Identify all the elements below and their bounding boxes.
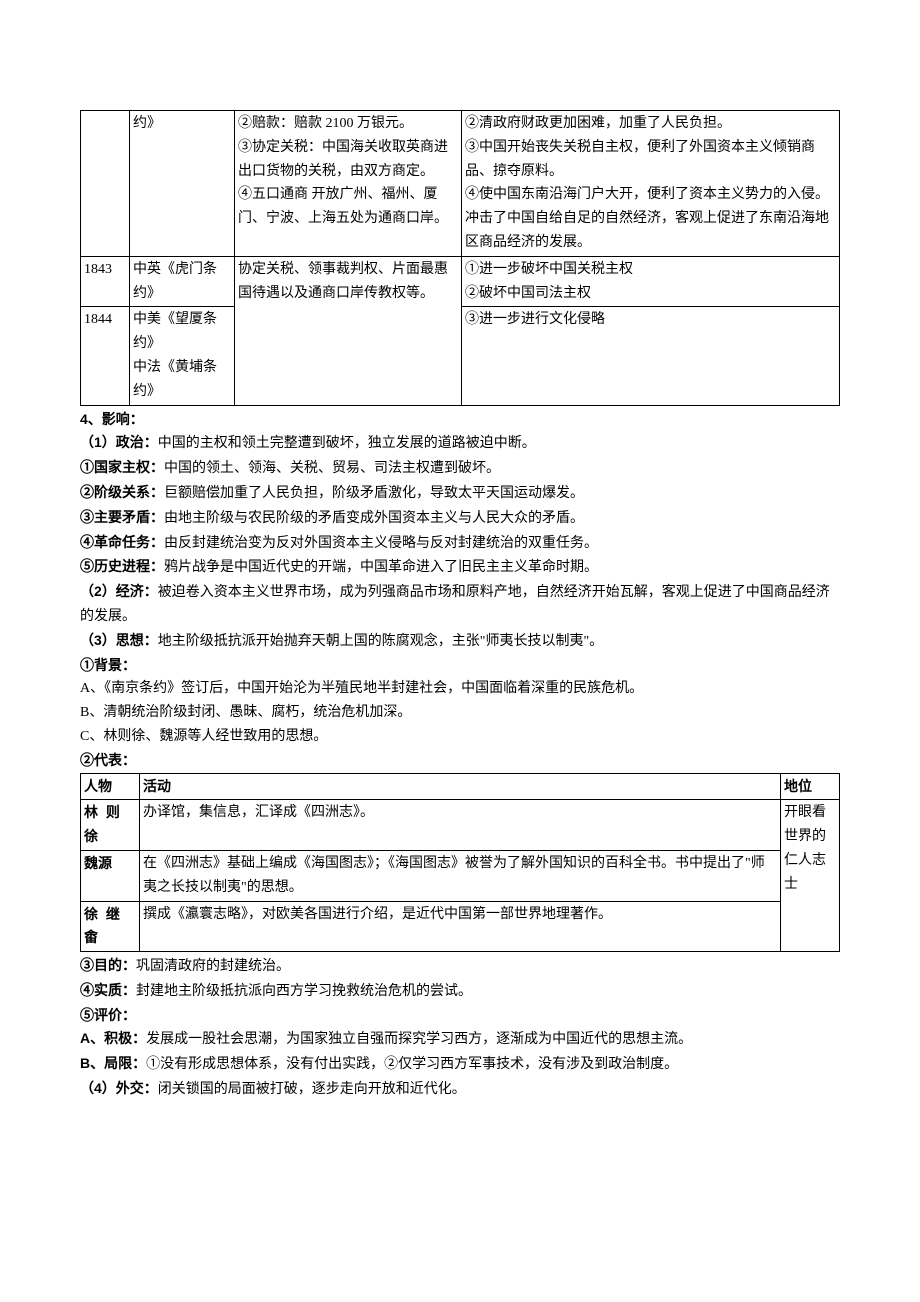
table-row: 约》 ②赔款：赔款 2100 万银元。 ③协定关税：中国海关收取英商进出口货物的… <box>81 111 840 257</box>
paragraph: ④革命任务：由反封建统治变为反对外国资本主义侵略与反对封建统治的双重任务。 <box>80 531 840 556</box>
paragraph: ③目的：巩固清政府的封建统治。 <box>80 954 840 979</box>
paragraph: ①国家主权：中国的领土、领海、关税、贸易、司法主权遭到破坏。 <box>80 456 840 481</box>
header-cell: 人物 <box>81 773 140 800</box>
table-row: 徐 继畬 撰成《瀛寰志略》，对欧美各国进行介绍，是近代中国第一部世界地理著作。 <box>81 901 840 952</box>
cell-status: 开眼看世界的仁人志士 <box>781 800 840 952</box>
cell-treaty: 中英《虎门条约》 <box>130 256 235 307</box>
cell-year: 1843 <box>81 256 130 307</box>
cell-year <box>81 111 130 257</box>
cell-year: 1844 <box>81 307 130 405</box>
cell-impact: ③进一步进行文化侵略 <box>462 307 840 405</box>
cell-content: ②赔款：赔款 2100 万银元。 ③协定关税：中国海关收取英商进出口货物的关税，… <box>235 111 462 257</box>
paragraph: （3）思想：地主阶级抵抗派开始抛弃天朝上国的陈腐观念，主张"师夷长技以制夷"。 <box>80 629 840 654</box>
cell-activity: 办译馆，集信息，汇译成《四洲志》。 <box>140 800 781 851</box>
sub-heading: ①背景： <box>80 654 840 678</box>
cell-activity: 在《四洲志》基础上编成《海国图志》；《海国图志》被誉为了解外国知识的百科全书。书… <box>140 850 781 901</box>
cell-person: 魏源 <box>81 850 140 901</box>
inline-head: （1）政治： <box>80 434 158 450</box>
inline-head: ②阶级关系： <box>80 484 164 500</box>
cell-treaty: 中美《望厦条约》 中法《黄埔条约》 <box>130 307 235 405</box>
cell-content: 协定关税、领事裁判权、片面最惠国待遇以及通商口岸传教权等。 <box>235 256 462 405</box>
cell-treaty: 约》 <box>130 111 235 257</box>
paragraph: A、《南京条约》签订后，中国开始沦为半殖民地半封建社会，中国面临着深重的民族危机… <box>80 677 840 701</box>
paragraph: （1）政治：中国的主权和领土完整遭到破坏，独立发展的道路被迫中断。 <box>80 431 840 456</box>
sub-heading: ⑤评价： <box>80 1004 840 1028</box>
paragraph: ②阶级关系：巨额赔偿加重了人民负担，阶级矛盾激化，导致太平天国运动爆发。 <box>80 481 840 506</box>
paragraph: B、局限：①没有形成思想体系，没有付出实践，②仅学习西方军事技术，没有涉及到政治… <box>80 1052 840 1077</box>
table-header-row: 人物 活动 地位 <box>81 773 840 800</box>
inline-head: （3）思想： <box>80 632 158 648</box>
cell-person: 徐 继畬 <box>81 901 140 952</box>
inline-text: ①没有形成思想体系，没有付出实践，②仅学习西方军事技术，没有涉及到政治制度。 <box>146 1057 678 1072</box>
header-cell: 地位 <box>781 773 840 800</box>
cell-activity: 撰成《瀛寰志略》，对欧美各国进行介绍，是近代中国第一部世界地理著作。 <box>140 901 781 952</box>
paragraph: B、清朝统治阶级封闭、愚昧、腐朽，统治危机加深。 <box>80 701 840 725</box>
inline-head: ③主要矛盾： <box>80 509 164 525</box>
header-cell: 活动 <box>140 773 781 800</box>
inline-text: 由反封建统治变为反对外国资本主义侵略与反对封建统治的双重任务。 <box>164 536 598 551</box>
paragraph: ⑤历史进程：鸦片战争是中国近代史的开端，中国革命进入了旧民主主义革命时期。 <box>80 555 840 580</box>
table-row: 1843 中英《虎门条约》 协定关税、领事裁判权、片面最惠国待遇以及通商口岸传教… <box>81 256 840 307</box>
inline-head: A、积极： <box>80 1030 146 1046</box>
paragraph: （2）经济：被迫卷入资本主义世界市场，成为列强商品市场和原料产地，自然经济开始瓦… <box>80 580 840 629</box>
representatives-table: 人物 活动 地位 林 则徐 办译馆，集信息，汇译成《四洲志》。 开眼看世界的仁人… <box>80 773 840 953</box>
inline-head: ⑤历史进程： <box>80 558 164 574</box>
inline-head: ③目的： <box>80 957 136 973</box>
inline-text: 巨额赔偿加重了人民负担，阶级矛盾激化，导致太平天国运动爆发。 <box>164 486 584 501</box>
inline-text: 中国的领土、领海、关税、贸易、司法主权遭到破坏。 <box>164 461 500 476</box>
section-heading: 4、影响： <box>80 408 840 432</box>
inline-head: B、局限： <box>80 1055 146 1071</box>
paragraph: C、林则徐、魏源等人经世致用的思想。 <box>80 725 840 749</box>
paragraph: A、积极：发展成一股社会思潮，为国家独立自强而探究学习西方，逐渐成为中国近代的思… <box>80 1027 840 1052</box>
sub-heading: ②代表： <box>80 749 840 773</box>
inline-head: （2）经济： <box>80 583 158 599</box>
inline-text: 鸦片战争是中国近代史的开端，中国革命进入了旧民主主义革命时期。 <box>164 560 598 575</box>
paragraph: （4）外交：闭关锁国的局面被打破，逐步走向开放和近代化。 <box>80 1077 840 1102</box>
inline-text: 地主阶级抵抗派开始抛弃天朝上国的陈腐观念，主张"师夷长技以制夷"。 <box>158 634 603 649</box>
paragraph: ③主要矛盾：由地主阶级与农民阶级的矛盾变成外国资本主义与人民大众的矛盾。 <box>80 506 840 531</box>
inline-head: （4）外交： <box>80 1080 158 1096</box>
cell-impact: ①进一步破坏中国关税主权 ②破坏中国司法主权 <box>462 256 840 307</box>
inline-head: ①国家主权： <box>80 459 164 475</box>
inline-text: 闭关锁国的局面被打破，逐步走向开放和近代化。 <box>158 1082 466 1097</box>
inline-text: 由地主阶级与农民阶级的矛盾变成外国资本主义与人民大众的矛盾。 <box>164 511 584 526</box>
table-row: 林 则徐 办译馆，集信息，汇译成《四洲志》。 开眼看世界的仁人志士 <box>81 800 840 851</box>
inline-head: ④实质： <box>80 982 136 998</box>
table-row: 魏源 在《四洲志》基础上编成《海国图志》；《海国图志》被誉为了解外国知识的百科全… <box>81 850 840 901</box>
inline-text: 中国的主权和领土完整遭到破坏，独立发展的道路被迫中断。 <box>158 436 536 451</box>
treaty-table: 约》 ②赔款：赔款 2100 万银元。 ③协定关税：中国海关收取英商进出口货物的… <box>80 110 840 406</box>
inline-head: ④革命任务： <box>80 534 164 550</box>
inline-text: 封建地主阶级抵抗派向西方学习挽救统治危机的尝试。 <box>136 984 472 999</box>
paragraph: ④实质：封建地主阶级抵抗派向西方学习挽救统治危机的尝试。 <box>80 979 840 1004</box>
cell-person: 林 则徐 <box>81 800 140 851</box>
inline-text: 巩固清政府的封建统治。 <box>136 959 290 974</box>
inline-text: 被迫卷入资本主义世界市场，成为列强商品市场和原料产地，自然经济开始瓦解，客观上促… <box>80 585 830 624</box>
cell-impact: ②清政府财政更加困难，加重了人民负担。 ③中国开始丧失关税自主权，便利了外国资本… <box>462 111 840 257</box>
inline-text: 发展成一股社会思潮，为国家独立自强而探究学习西方，逐渐成为中国近代的思想主流。 <box>146 1032 692 1047</box>
document-page: 约》 ②赔款：赔款 2100 万银元。 ③协定关税：中国海关收取英商进出口货物的… <box>0 0 920 1182</box>
